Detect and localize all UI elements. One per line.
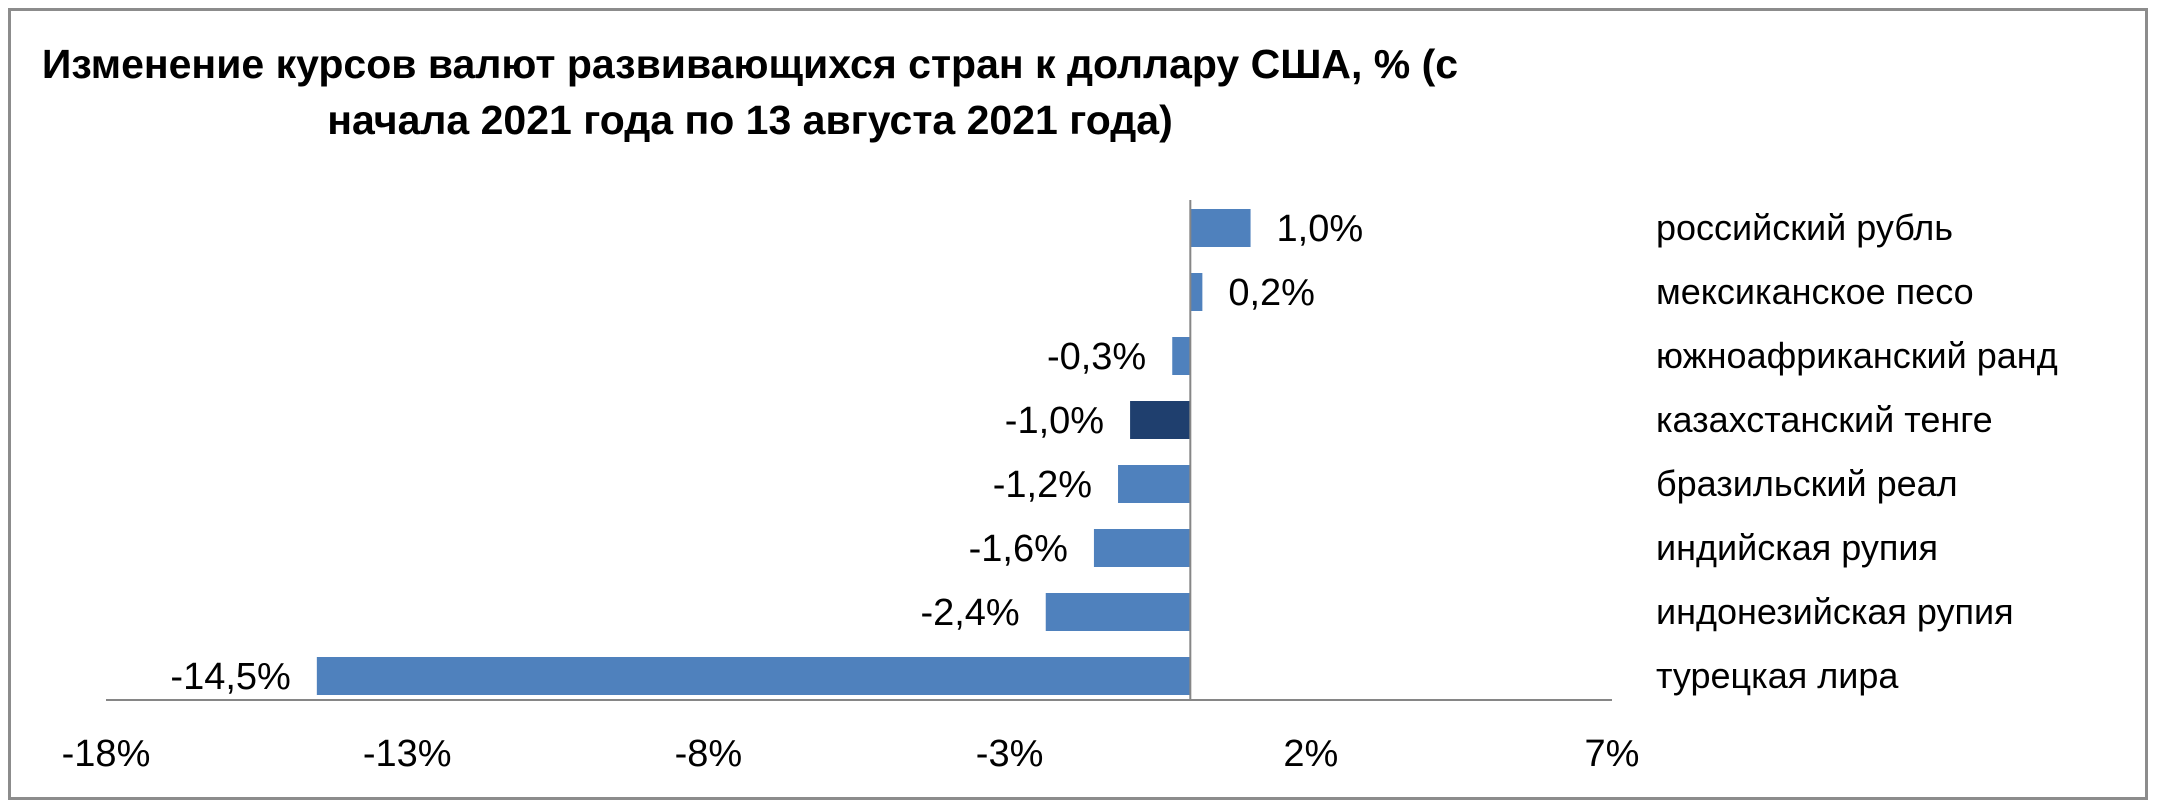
category-label-0: российский рубль <box>1656 207 1953 248</box>
bar-2 <box>1172 337 1191 375</box>
bar-4 <box>1118 465 1191 503</box>
bar-6 <box>1045 593 1191 631</box>
bar-3 <box>1130 401 1191 439</box>
data-label-3: -1,0% <box>1005 400 1104 442</box>
bar-1 <box>1190 273 1203 311</box>
x-tick-label-0: -18% <box>62 733 151 775</box>
chart-title-line-1: Изменение курсов валют развивающихся стр… <box>41 41 1459 87</box>
category-label-4: бразильский реал <box>1656 463 1958 504</box>
data-label-1: 0,2% <box>1228 272 1315 314</box>
data-label-0: 1,0% <box>1277 208 1364 250</box>
data-label-7: -14,5% <box>170 656 290 698</box>
x-tick-label-2: -8% <box>675 733 743 775</box>
data-label-4: -1,2% <box>993 464 1092 506</box>
category-label-7: турецкая лира <box>1656 655 1899 696</box>
bar-5 <box>1093 529 1191 567</box>
data-label-6: -2,4% <box>920 592 1019 634</box>
category-label-6: индонезийская рупия <box>1656 591 2014 632</box>
x-tick-label-3: -3% <box>976 733 1044 775</box>
category-label-5: индийская рупия <box>1656 527 1938 568</box>
bar-0 <box>1190 209 1251 247</box>
category-label-1: мексиканское песо <box>1656 271 1974 312</box>
x-tick-label-4: 2% <box>1283 733 1338 775</box>
chart-title: Изменение курсов валют развивающихся стр… <box>0 36 1500 148</box>
x-tick-label-1: -13% <box>363 733 452 775</box>
x-tick-label-5: 7% <box>1585 733 1640 775</box>
data-label-5: -1,6% <box>969 528 1068 570</box>
data-label-2: -0,3% <box>1047 336 1146 378</box>
chart-title-line-2: начала 2021 года по 13 августа 2021 года… <box>327 97 1173 143</box>
bar-7 <box>316 657 1191 695</box>
category-label-2: южноафриканский ранд <box>1656 335 2058 376</box>
category-label-3: казахстанский тенге <box>1656 399 1993 440</box>
